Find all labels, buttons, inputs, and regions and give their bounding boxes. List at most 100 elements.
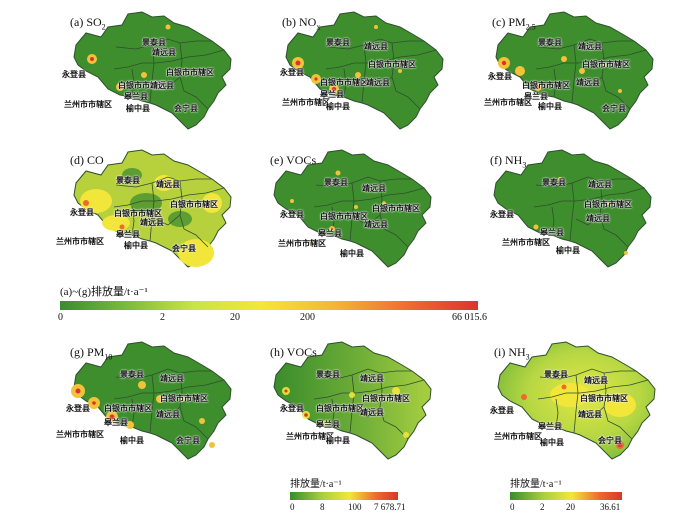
label-yuzhong: 榆中县	[556, 246, 580, 255]
label-huining: 会宁县	[172, 244, 196, 253]
panel-title: (e) VOCs	[270, 153, 317, 167]
label-jingyuan-2: 靖远县	[360, 408, 384, 417]
label-jingyuan-2: 靖远县	[578, 410, 602, 419]
label-jingtai: 景泰县	[538, 38, 562, 47]
label-lanzhou: 兰州市市辖区	[494, 432, 542, 441]
map-panel-e: (e) VOCs 景泰县 靖远县 永登县 白银市市辖区 白银市市辖区 皋兰县 靖…	[256, 143, 456, 283]
label-jingtai: 景泰县	[120, 370, 144, 379]
tick-label: 0	[290, 502, 295, 512]
panel-title: (g) PM10	[70, 345, 113, 362]
label-gaolan: 皋兰县	[538, 422, 562, 431]
panel-title: (f) NH3	[490, 153, 527, 170]
label-jingyuan: 靖远县	[160, 374, 184, 383]
map-panel-f: (f) NH3 景泰县 靖远县 永登县 白银市市辖区 靖远县 皋兰县 兰州市市辖…	[476, 143, 676, 283]
panel-title: (a) SO2	[70, 15, 106, 32]
label-lanzhou: 兰州市市辖区	[502, 238, 550, 247]
label-baiyin-district: 白银市市辖区	[582, 60, 630, 69]
label-huining: 会宁县	[598, 436, 622, 445]
map-panel-b: (b) NOx 景泰县 靖远县 永登县 白银市市辖区 白银市市辖区 皋兰县 靖远…	[268, 5, 468, 145]
map-panel-i: (i) NH3 景泰县 靖远县 永登县 白银市市辖区 皋兰县 靖远县 兰州市市辖…	[480, 335, 680, 475]
tick-label: 0	[58, 312, 63, 323]
map-vocs	[273, 149, 432, 268]
label-yuzhong: 榆中县	[326, 102, 350, 111]
label-lanzhou: 兰州市市辖区	[64, 100, 112, 109]
label-baiyin-city: 白银市市辖区	[104, 404, 152, 413]
label-baiyin-city: 白银市市辖区	[320, 212, 368, 221]
label-baiyin-district: 白银市市辖区	[166, 68, 214, 77]
label-yuzhong: 榆中县	[340, 249, 364, 258]
label-lanzhou: 兰州市市辖区	[56, 430, 104, 439]
label-yuzhong: 榆中县	[126, 104, 150, 113]
label-lanzhou: 兰州市市辖区	[56, 237, 104, 246]
legend-title: 排放量/t·a⁻¹	[510, 479, 562, 490]
label-yuzhong: 榆中县	[120, 436, 144, 445]
label-baiyin-district: 白银市市辖区	[160, 394, 208, 403]
tick-label: 2	[160, 312, 165, 323]
label-jingyuan: 靖远县	[360, 374, 384, 383]
label-yongdeng: 永登县	[66, 404, 90, 413]
label-jingyuan: 靖远县	[578, 42, 602, 51]
panel-title: (b) NOx	[282, 15, 321, 32]
label-yongdeng: 永登县	[70, 208, 94, 217]
label-jingtai: 景泰县	[542, 178, 566, 187]
tick-label: 36.61	[600, 502, 621, 512]
label-jingtai: 景泰县	[142, 38, 166, 47]
label-baiyin-city: 白银市市辖区	[522, 81, 570, 90]
label-gaolan: 皋兰县	[116, 230, 140, 239]
label-yuzhong: 榆中县	[538, 102, 562, 111]
map-panel-g: (g) PM10 景泰县 靖远县 永登县 白银市市辖区 白银市市辖区 皋兰县 靖…	[56, 335, 256, 475]
map-nox	[285, 11, 444, 130]
label-lanzhou: 兰州市市辖区	[286, 432, 334, 441]
label-jingyuan-2: 靖远县	[364, 220, 388, 229]
map-so2	[73, 11, 232, 130]
label-jingyuan-2: 靖远县	[156, 410, 180, 419]
label-jingyuan-2: 靖远县	[150, 81, 174, 90]
color-scale-bar	[510, 492, 622, 500]
tick-label: 2	[540, 502, 545, 512]
label-yuzhong: 榆中县	[326, 436, 350, 445]
label-gaolan: 皋兰县	[524, 92, 548, 101]
tick-label: 100	[348, 502, 362, 512]
label-jingyuan: 靖远县	[584, 376, 608, 385]
label-gaolan: 皋兰县	[320, 90, 344, 99]
label-huining: 会宁县	[174, 104, 198, 113]
legend-i: 排放量/t·a⁻¹ 0 2 20 36.61	[510, 475, 622, 515]
label-jingyuan: 靖远县	[364, 42, 388, 51]
label-yongdeng: 永登县	[62, 70, 86, 79]
label-gaolan: 皋兰县	[316, 420, 340, 429]
label-yuzhong: 榆中县	[124, 241, 148, 250]
legend-a-to-g: (a)~(g)排放量/t·a⁻¹ 0 2 20 200 66 015.6	[58, 283, 487, 323]
label-baiyin-city: 白银市市辖区	[316, 404, 364, 413]
label-lanzhou: 兰州市市辖区	[278, 239, 326, 248]
label-yuzhong: 榆中县	[540, 438, 564, 447]
panel-title: (i) NH3	[494, 345, 530, 362]
tick-label: 66 015.6	[452, 312, 487, 323]
label-baiyin-city: 白银市市辖区	[580, 394, 628, 403]
panel-title: (c) PM2.5	[492, 15, 536, 32]
map-panel-h: (h) VOCs 景泰县 靖远县 永登县 白银市市辖区 白银市市辖区 皋兰县 靖…	[256, 335, 456, 475]
label-baiyin-city: 白银市市辖区	[584, 200, 632, 209]
label-jingyuan-2: 靖远县	[366, 78, 390, 87]
label-jingyuan: 靖远县	[588, 180, 612, 189]
color-scale-bar	[60, 301, 478, 310]
color-scale-bar	[290, 492, 398, 500]
map-vocs-2	[273, 341, 432, 460]
map-nh3-2	[497, 341, 656, 460]
label-baiyin-city: 白银市市辖区	[320, 78, 368, 87]
label-baiyin-city: 白银市市辖区	[118, 81, 166, 90]
map-pm10	[71, 341, 232, 460]
label-jingyuan: 靖远县	[362, 184, 386, 193]
legend-title: 排放量/t·a⁻¹	[290, 479, 342, 490]
label-jingtai: 景泰县	[324, 178, 348, 187]
label-baiyin-city: 白银市市辖区	[114, 209, 162, 218]
map-panel-d: (d) CO 景泰县 靖远县 永登县 白银市市辖区 白银市市辖区 皋兰县 靖远县…	[56, 143, 256, 283]
panel-title: (h) VOCs	[270, 345, 317, 359]
map-panel-a: (a) SO2 景泰县 靖远县 永登县 白银市市辖区 白银市市辖区 皋兰县 靖远…	[56, 5, 256, 145]
label-yongdeng: 永登县	[490, 210, 514, 219]
map-pm25	[495, 11, 654, 130]
label-baiyin-district: 白银市市辖区	[372, 204, 420, 213]
label-yongdeng: 永登县	[280, 68, 304, 77]
label-gaolan: 皋兰县	[124, 92, 148, 101]
legend-title: (a)~(g)排放量/t·a⁻¹	[60, 286, 148, 298]
label-yongdeng: 永登县	[280, 210, 304, 219]
